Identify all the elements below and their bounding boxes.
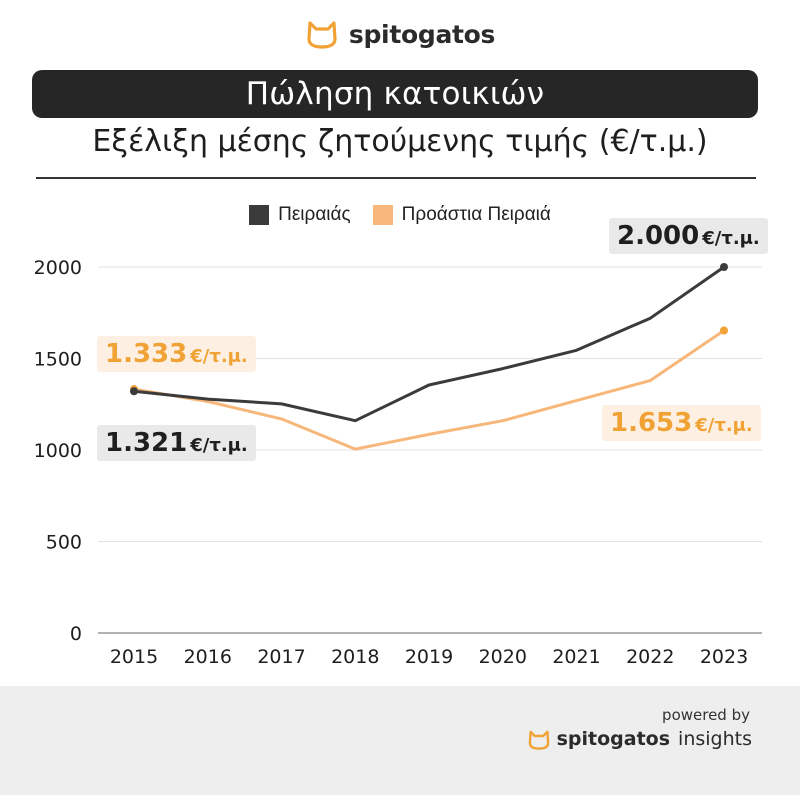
series-line (132, 265, 726, 423)
footer-panel (0, 686, 800, 795)
y-tick-label: 0 (70, 623, 82, 645)
chart-subtitle: Εξέλιξη μέσης ζητούμενης τιμής (€/τ.μ.) (92, 124, 708, 159)
data-label-suburbs-2023: 1.653 €/τ.μ. (602, 405, 761, 441)
series-point (130, 387, 138, 396)
page-title-banner: Πώληση κατοικιών (32, 70, 758, 118)
series-points (130, 263, 728, 396)
legend-label: Προάστια Πειραιά (401, 204, 551, 225)
chart-legend: Πειραιάς Προάστια Πειραιά (0, 204, 800, 226)
x-tick-label: 2018 (331, 646, 379, 668)
legend-swatch-dark (249, 205, 270, 225)
footer-brand-bold: spitogatos (556, 728, 671, 750)
x-tick-label: 2019 (405, 646, 453, 668)
x-tick-label: 2017 (257, 646, 305, 668)
footer-brand: spitogatos insights (527, 728, 752, 750)
x-tick-label: 2022 (626, 646, 674, 668)
divider (36, 177, 756, 179)
x-tick-label: 2016 (184, 646, 232, 668)
series-point (720, 326, 728, 335)
legend-swatch-orange (372, 205, 393, 225)
data-label-piraeus-2023: 2.000 €/τ.μ. (609, 218, 768, 254)
x-tick-label: 2023 (700, 646, 748, 668)
data-label-suburbs-2015: 1.333 €/τ.μ. (97, 336, 256, 372)
y-tick-label: 1500 (34, 349, 82, 371)
line-chart: 0 500 1000 1500 2000 2015 2016 2017 2018 2019 202… (34, 257, 762, 668)
data-label-piraeus-2015: 1.321 €/τ.μ. (97, 425, 256, 461)
cat-logo-icon (528, 730, 549, 750)
series-lines (132, 265, 726, 451)
legend-item-piraeus: Πειραιάς (249, 204, 351, 226)
series-point (720, 263, 728, 271)
y-tick-label: 2000 (34, 257, 82, 279)
x-tick-label: 2021 (552, 646, 600, 668)
x-axis-ticks: 2015 2016 2017 2018 2019 2020 2021 2022 2023 (110, 646, 748, 668)
brand-name: spitogatos (348, 19, 496, 49)
legend-label: Πειραιάς (278, 204, 351, 225)
series-line (132, 329, 726, 451)
brand-header: spitogatos (0, 14, 800, 54)
cat-logo-icon (307, 21, 337, 49)
y-tick-label: 1000 (34, 440, 82, 462)
y-axis-ticks: 0 500 1000 1500 2000 (34, 257, 82, 645)
x-tick-label: 2015 (110, 646, 158, 668)
x-tick-label: 2020 (479, 646, 527, 668)
footer-brand-light: insights (678, 728, 752, 750)
legend-item-suburbs: Προάστια Πειραιά (372, 204, 551, 226)
y-tick-label: 500 (46, 532, 82, 554)
powered-by-label: powered by (662, 706, 750, 724)
